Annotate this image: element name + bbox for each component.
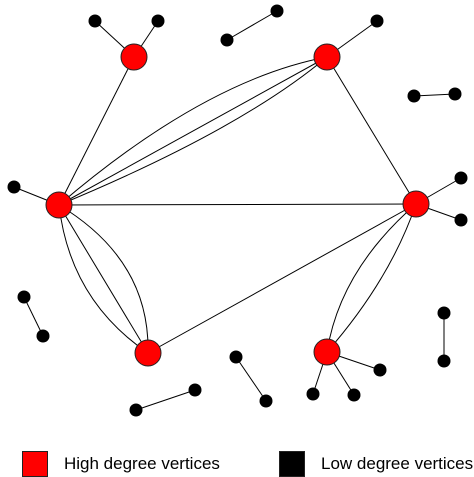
low-degree-vertex bbox=[448, 87, 462, 101]
graph-edge bbox=[235, 356, 267, 402]
graph-edge bbox=[326, 203, 417, 353]
high-degree-vertex bbox=[120, 43, 148, 71]
low-degree-vertex bbox=[36, 329, 50, 343]
graph-edge bbox=[58, 56, 328, 206]
low-degree-vertex bbox=[220, 33, 234, 47]
graph-edge bbox=[23, 296, 44, 337]
graph-edge bbox=[413, 93, 456, 97]
low-degree-vertex bbox=[370, 14, 384, 28]
low-degree-vertex bbox=[270, 4, 284, 18]
low-degree-vertex bbox=[454, 171, 468, 185]
graph-diagram bbox=[7, 4, 468, 417]
low-degree-vertex bbox=[306, 387, 320, 401]
low-degree-vertex bbox=[347, 388, 361, 402]
low-degree-vertex bbox=[151, 14, 165, 28]
legend-low-degree: Low degree vertices bbox=[279, 451, 473, 477]
low-degree-vertex bbox=[437, 354, 451, 368]
low-degree-vertex bbox=[259, 394, 273, 408]
graph-edge bbox=[58, 56, 135, 206]
edges bbox=[13, 10, 462, 411]
low-degree-vertex bbox=[7, 180, 21, 194]
graph-edge bbox=[135, 389, 196, 411]
nodes bbox=[7, 4, 468, 417]
graph-edge bbox=[58, 204, 149, 354]
low-degree-vertex bbox=[437, 306, 451, 320]
low-degree-vertex bbox=[407, 89, 421, 103]
high-degree-vertex bbox=[134, 339, 162, 367]
low-degree-vertex bbox=[17, 290, 31, 304]
high-degree-vertex bbox=[45, 191, 73, 219]
graph-edge bbox=[58, 204, 149, 354]
graph-edge bbox=[326, 56, 417, 205]
graph-edge bbox=[58, 56, 328, 206]
low-degree-vertex bbox=[129, 403, 143, 417]
low-degree-vertex bbox=[88, 14, 102, 28]
legend-high-degree: High degree vertices bbox=[22, 451, 220, 477]
graph-edge bbox=[58, 56, 328, 206]
legend-swatch-low bbox=[279, 451, 305, 477]
graph-edge bbox=[58, 203, 417, 206]
legend-label-low: Low degree vertices bbox=[321, 454, 474, 473]
low-degree-vertex bbox=[373, 363, 387, 377]
low-degree-vertex bbox=[188, 383, 202, 397]
high-degree-vertex bbox=[313, 43, 341, 71]
low-degree-vertex bbox=[229, 350, 243, 364]
legend-swatch-high bbox=[22, 451, 48, 477]
legend-label-high: High degree vertices bbox=[64, 454, 220, 473]
high-degree-vertex bbox=[402, 190, 430, 218]
graph-edge bbox=[147, 203, 417, 354]
graph-edge bbox=[226, 10, 278, 41]
graph-edge bbox=[58, 204, 149, 354]
high-degree-vertex bbox=[313, 338, 341, 366]
low-degree-vertex bbox=[454, 213, 468, 227]
graph-edge bbox=[326, 203, 417, 353]
